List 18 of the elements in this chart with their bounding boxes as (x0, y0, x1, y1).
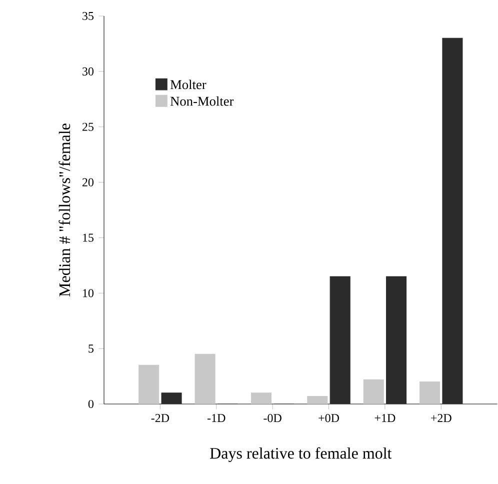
x-tick-label: +0D (318, 414, 340, 422)
y-tick-label: 30 (82, 67, 94, 76)
y-tick-label: 25 (82, 122, 94, 131)
x-tick-label: +1D (374, 414, 396, 422)
x-axis-title: Days relative to female molt (210, 447, 392, 462)
x-tick-label: -0D (264, 414, 282, 422)
x-tick-label: +2D (431, 414, 452, 422)
legend-label: Molter (170, 80, 206, 90)
y-tick-label: 5 (88, 344, 94, 353)
y-tick-label: 20 (82, 178, 94, 186)
x-tick-label: -2D (151, 414, 170, 422)
y-tick-label: 0 (88, 400, 94, 408)
legend-label: Non-Molter (170, 96, 234, 106)
y-tick-label: 10 (83, 289, 94, 298)
y-tick-label: 15 (83, 234, 94, 242)
y-axis-title: Median # "follows"/female (58, 124, 70, 296)
y-tick-label: 35 (82, 12, 94, 20)
x-tick-label: -1D (207, 414, 226, 422)
